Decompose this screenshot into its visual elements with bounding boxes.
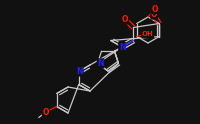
Text: OH: OH — [142, 31, 154, 37]
Text: O: O — [152, 4, 158, 14]
Text: N: N — [97, 59, 104, 68]
Text: O: O — [42, 108, 49, 117]
Text: O: O — [122, 15, 129, 24]
Text: N: N — [76, 67, 83, 76]
Text: N: N — [119, 43, 125, 51]
Text: O: O — [151, 10, 158, 19]
